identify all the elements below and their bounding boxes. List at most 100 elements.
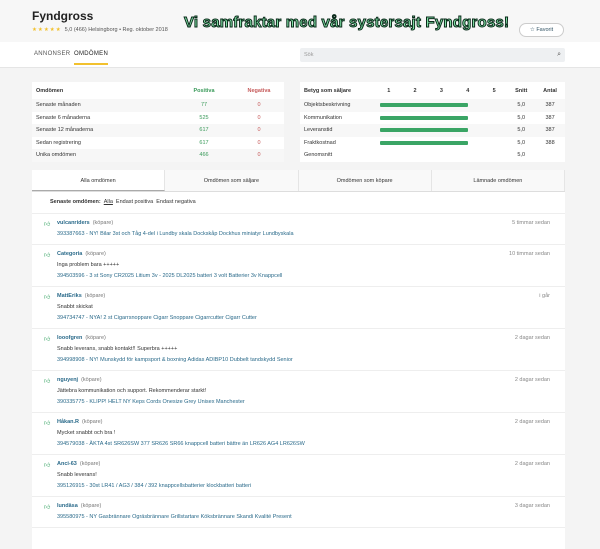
review-tab[interactable]: Omdömen som köpare (298, 170, 432, 191)
rating-count: 387 (535, 124, 565, 137)
stats-label: Senaste månaden (32, 99, 174, 112)
review-user[interactable]: lundäsa (57, 503, 78, 509)
rating-row: Fraktkostnad 5,0 388 (300, 137, 565, 150)
thumbs-up-icon: 👍︎ (44, 379, 51, 385)
review-item-link[interactable]: 395126915 - 30st LR41 / AG3 / 384 / 392 … (57, 483, 252, 489)
rating-label: Kommunikation (304, 114, 342, 121)
rating-avg: 5,0 (517, 139, 526, 146)
tab-annonser[interactable]: ANNONSER (34, 51, 71, 57)
negative-count: 0 (257, 139, 261, 146)
review-time: 10 timmar sedan (509, 251, 550, 257)
rating-overall: Genomsnitt 5,0 (300, 149, 565, 162)
review-time: 2 dagar sedan (514, 377, 550, 383)
review-item: 👍︎ Anci-63 (köpare) 2 dagar sedan Snabb leve… (32, 455, 565, 497)
negative-count: 0 (234, 99, 284, 112)
ratings-header: Betyg som säljare (304, 87, 352, 94)
review-item-link[interactable]: 394579038 - ÄKTA 4st SR626SW 377 SR626 S… (57, 441, 305, 447)
review-time: 5 timmar sedan (512, 220, 550, 226)
ratings-header: 2 (413, 87, 417, 94)
negative-count: 0 (257, 114, 261, 121)
stats-row: Sedan registrering 617 0 (32, 137, 284, 150)
positive-count: 525 (199, 114, 209, 121)
ratings-header: 5 (492, 87, 496, 94)
review-item-link[interactable]: 394998908 - NY! Munskydd för kampsport &… (57, 357, 293, 363)
stats-header-positive: Positiva (193, 87, 215, 94)
filter-negative[interactable]: Endast negativa (156, 199, 196, 205)
stats-row: Senaste 12 månaderna 617 0 (32, 124, 284, 137)
nav-bar: ANNONSER OMDÖMEN Sök ⌕ (0, 42, 600, 68)
review-user[interactable]: vulcanriders (57, 220, 90, 226)
rating-row: Kommunikation 5,0 387 (300, 112, 565, 125)
review-item-link[interactable]: 394503596 - 3 st Sony CR2025 Litium 3v -… (57, 273, 283, 279)
filter-positive[interactable]: Endast positiva (115, 199, 154, 205)
review-role: (köpare) (82, 419, 103, 425)
review-item: 👍︎ lundäsa (köpare) 3 dagar sedan 395580975 … (32, 497, 565, 528)
thumbs-up-icon: 👍︎ (44, 295, 51, 301)
review-tab[interactable]: Lämnade omdömen (431, 170, 565, 191)
stats-label: Senaste 6 månaderna (36, 114, 91, 121)
review-time: 2 dagar sedan (514, 335, 550, 341)
review-item: 👍︎ vulcanriders (köpare) 5 timmar sedan 3933… (32, 214, 565, 245)
rating-avg: 5,0 (507, 99, 536, 112)
review-role: (köpare) (79, 461, 101, 467)
stats-row: Unika omdömen 466 0 (32, 149, 284, 162)
positive-count: 617 (199, 139, 209, 146)
review-role: (köpare) (81, 377, 102, 383)
rating-bar (379, 115, 468, 120)
overall-avg: 5,0 (517, 152, 526, 159)
review-user[interactable]: nguyenj (57, 377, 79, 383)
review-role: (köpare) (92, 220, 114, 226)
ratings-header: Antal (543, 87, 557, 94)
review-time: 2 dagar sedan (514, 461, 550, 467)
header: Fyndgross ★★★★★ 5,0 (466) Helsingborg • R… (0, 0, 600, 42)
thumbs-up-icon: 👍︎ (44, 222, 51, 228)
review-user[interactable]: MattEriks (57, 293, 82, 299)
review-item-link[interactable]: 393387663 - NY! Bilar 3st och Tåg 4-del … (57, 231, 294, 237)
favorite-button[interactable]: ☆ Favorit (519, 23, 564, 37)
negative-count: 0 (234, 124, 284, 137)
review-item: 👍︎ Categoria (köpare) 10 timmar sedan Inga p… (32, 245, 565, 287)
review-time: i går (539, 293, 550, 299)
stats-label: Senaste 12 månaderna (32, 124, 174, 137)
review-time: 3 dagar sedan (514, 503, 550, 509)
rating-count: 388 (545, 139, 555, 146)
review-user[interactable]: looofgren (57, 335, 83, 341)
review-item: 👍︎ Håkan.R (köpare) 2 dagar sedan Mycket sna… (32, 413, 565, 455)
review-role: (köpare) (80, 503, 102, 509)
rating-bar (379, 103, 468, 108)
tab-omdomen[interactable]: OMDÖMEN (74, 51, 109, 65)
search-icon[interactable]: ⌕ (557, 51, 561, 58)
review-user[interactable]: Håkan.R (57, 419, 80, 425)
review-item-link[interactable]: 395580975 - NY Gasbrännare Ogräsbrännare… (57, 514, 292, 520)
rating-row: Objektsbeskrivning 5,0 387 (300, 99, 565, 112)
positive-count: 77 (174, 99, 234, 112)
positive-count: 617 (174, 124, 234, 137)
review-user[interactable]: Anci-63 (57, 461, 77, 467)
overall-label: Genomsnitt (304, 152, 333, 159)
review-tabs: Alla omdömen Omdömen som säljare Omdömen s… (32, 170, 565, 192)
thumbs-up-icon: 👍︎ (44, 337, 51, 343)
stats-row: Senaste månaden 77 0 (32, 99, 284, 112)
filter-all[interactable]: Alla (103, 199, 113, 205)
review-comment: Mycket snabbt och bra ! (57, 430, 116, 436)
stats-label: Sedan registrering (36, 139, 81, 146)
rating-avg: 5,0 (507, 124, 536, 137)
rating-row: Leveranstid 5,0 387 (300, 124, 565, 137)
review-item: 👍︎ MattEriks (köpare) i går Snabbt skickat 39… (32, 287, 565, 329)
review-comment: Snabb leverans, snabb kontakt!! Superbra… (57, 346, 178, 352)
stats-row: Senaste 6 månaderna 525 0 (32, 112, 284, 125)
review-tab[interactable]: Alla omdömen (32, 170, 166, 191)
review-item-link[interactable]: 390335775 - KLIPP! HELT NY Keps Cords On… (57, 399, 245, 405)
review-comment: Jättebra kommunikation och support. Reko… (57, 388, 207, 394)
thumbs-up-icon: 👍︎ (44, 505, 51, 511)
ratings-header: Snitt (515, 87, 528, 94)
rating-count: 387 (535, 99, 565, 112)
search-input[interactable]: Sök ⌕ (300, 48, 565, 62)
filter-label: Senaste omdömen: (50, 199, 101, 205)
review-tab[interactable]: Omdömen som säljare (165, 170, 299, 191)
review-item-link[interactable]: 394734747 - NYA! 2 st Cigarrsnoppare Cig… (57, 315, 257, 321)
review-time: 2 dagar sedan (514, 419, 550, 425)
ratings-header: 3 (439, 87, 443, 94)
review-user[interactable]: Categoria (57, 251, 83, 257)
rating-bar (379, 128, 468, 133)
